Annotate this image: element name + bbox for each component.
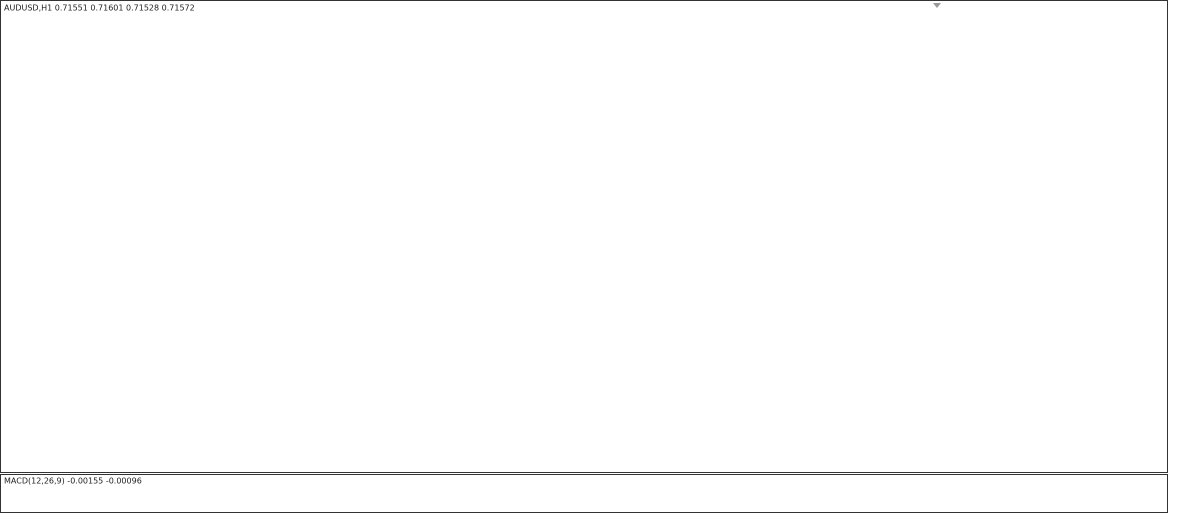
macd-label: MACD(12,26,9) -0.00155 -0.00096 <box>4 477 142 486</box>
shift-marker <box>933 3 941 8</box>
main-pane-frame <box>0 0 1168 473</box>
chart-title: AUDUSD,H1 0.71551 0.71601 0.71528 0.7157… <box>4 4 195 13</box>
macd-pane-frame <box>0 474 1168 513</box>
